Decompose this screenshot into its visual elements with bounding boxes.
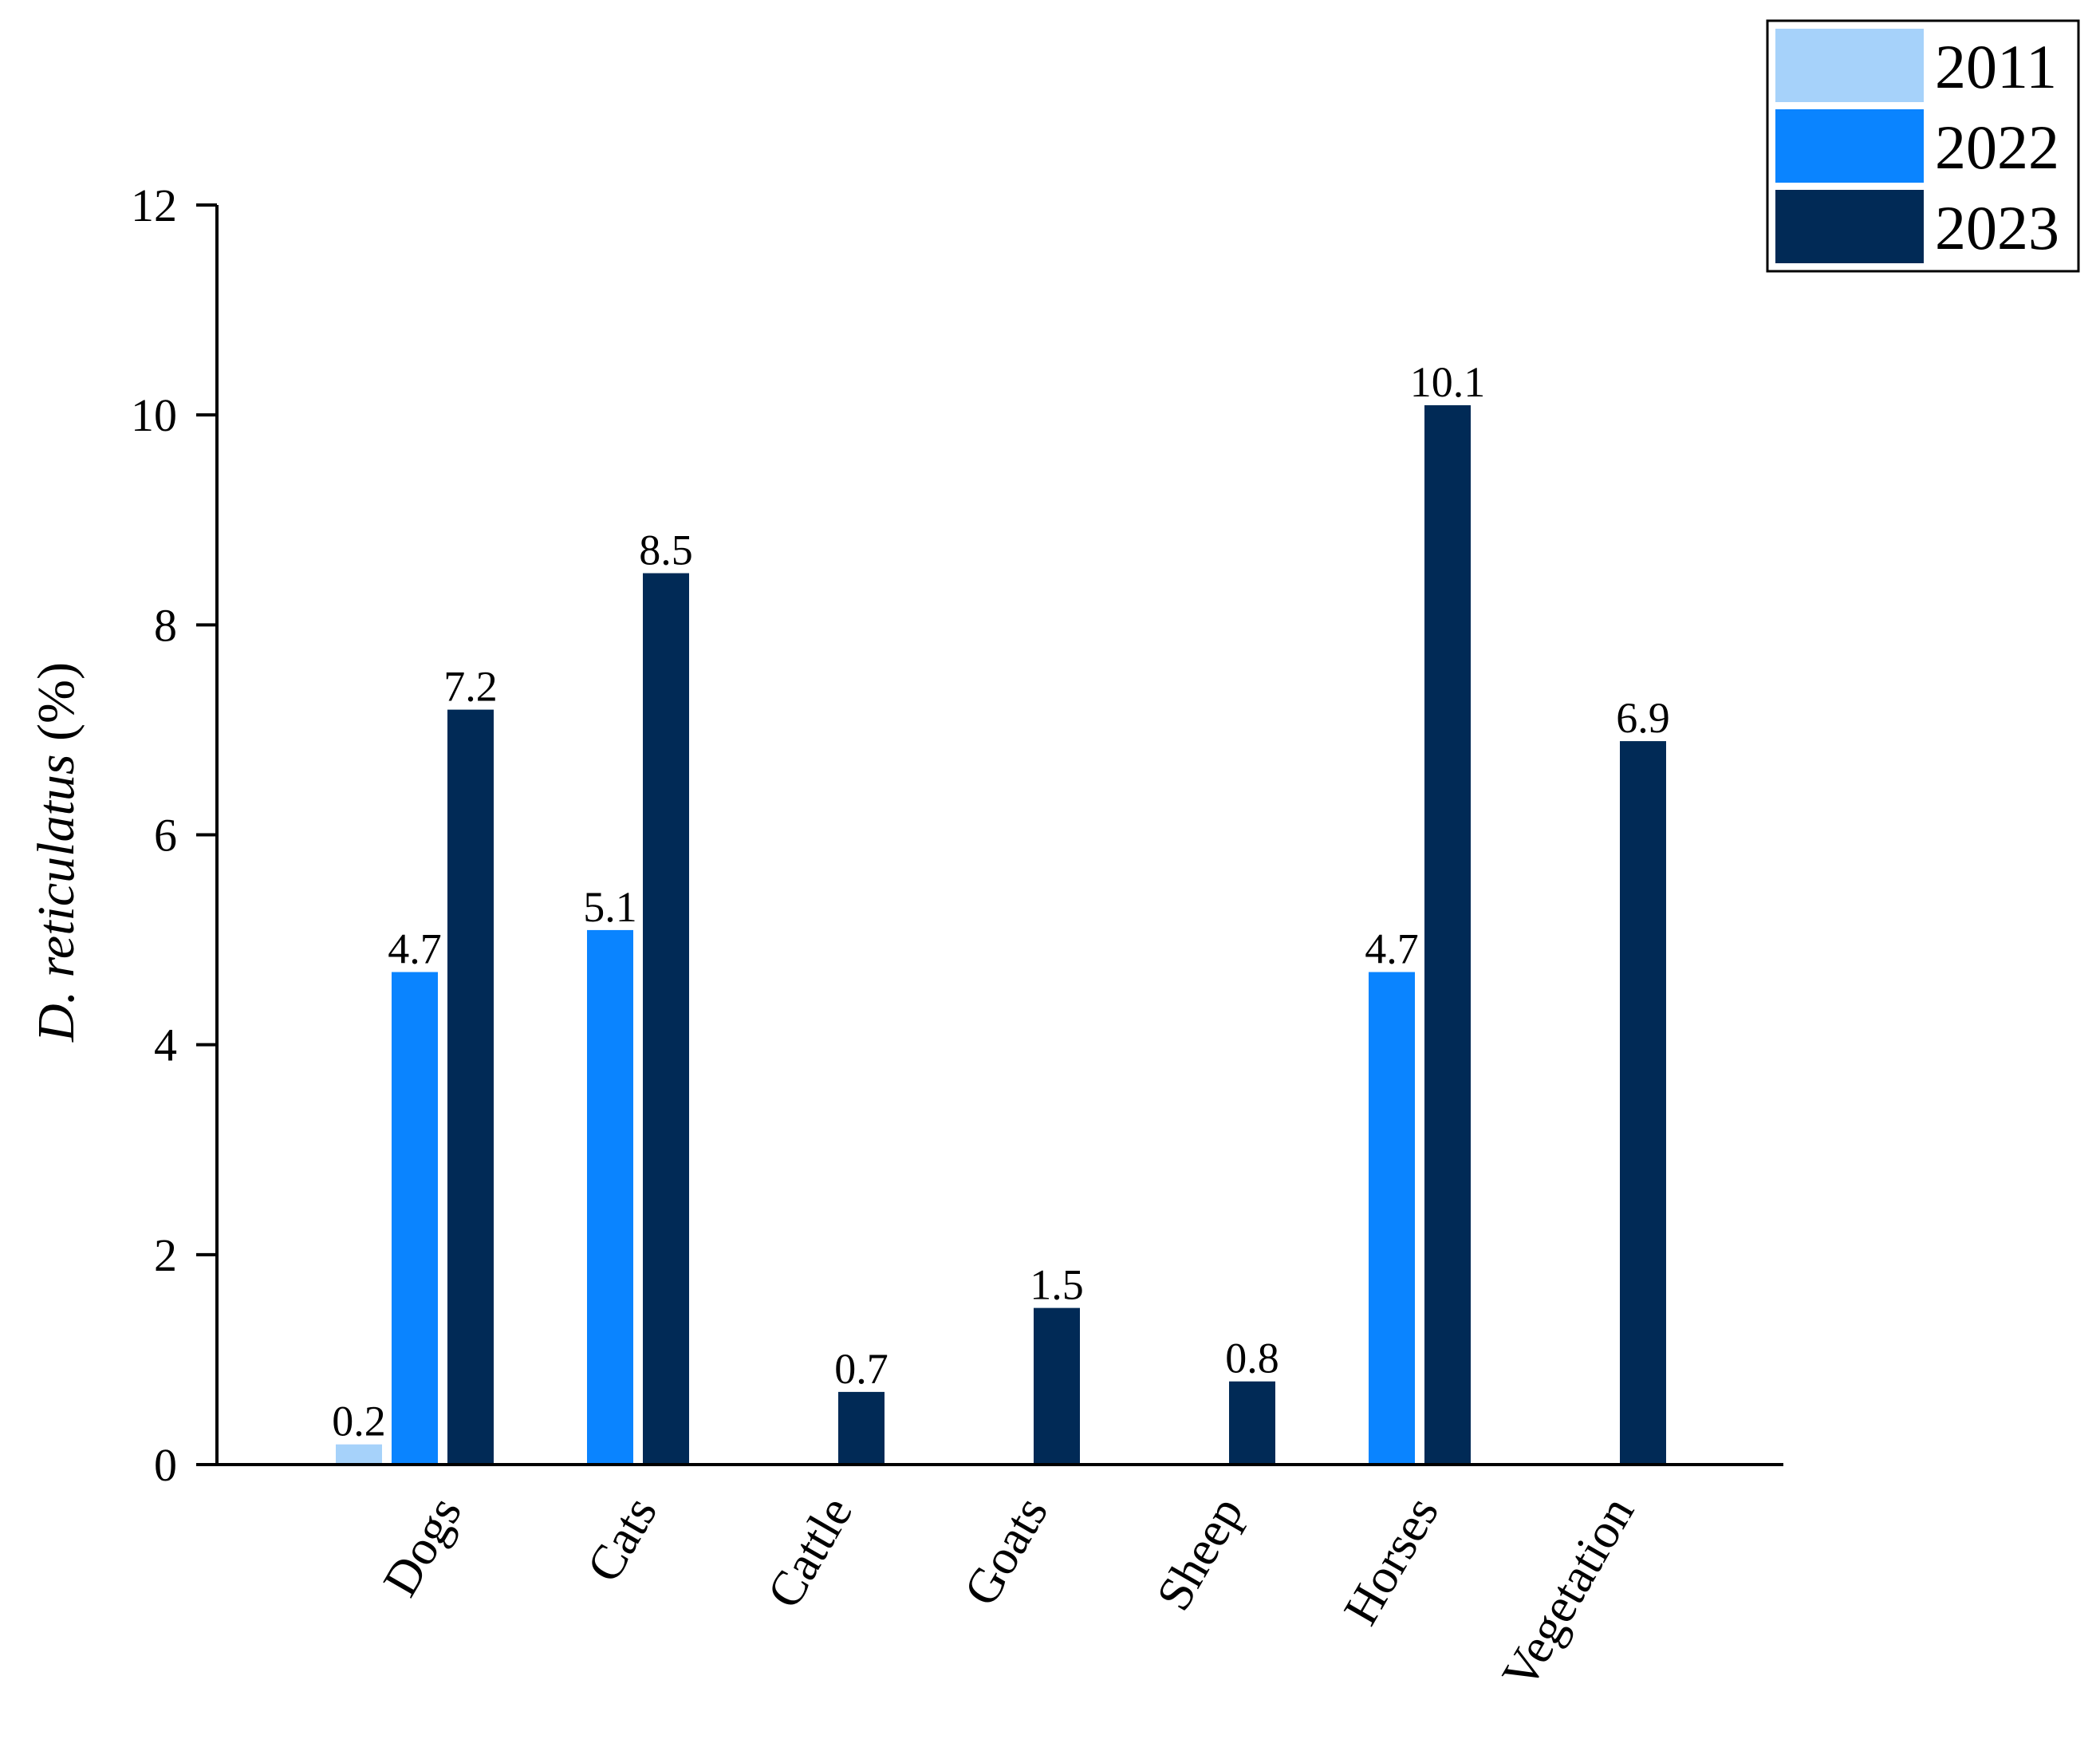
- legend-label-2022: 2022: [1935, 112, 2059, 182]
- data-label-dogs-2022: 4.7: [388, 925, 442, 973]
- bar-sheep-2023: [1227, 1379, 1277, 1465]
- legend-swatch-2011: [1775, 29, 1924, 102]
- data-label-cattle-2023: 0.7: [834, 1345, 888, 1393]
- x-tick-label-vegetation: Vegetation: [1492, 1488, 1645, 1698]
- y-tick-label-6: 6: [154, 810, 177, 862]
- x-tick-label-cats: Cats: [577, 1488, 668, 1591]
- axes-layer: 0 2 4 6 8 10 12 Dogs Cats Cattle Goats Sheep Horses V…: [131, 179, 1783, 1698]
- data-label-cats-2023: 8.5: [639, 526, 693, 574]
- data-label-cats-2022: 5.1: [583, 883, 637, 931]
- bar-cattle-2023: [837, 1390, 886, 1466]
- bar-goats-2023: [1032, 1306, 1082, 1465]
- data-label-vegetation-2023: 6.9: [1616, 694, 1670, 742]
- data-labels-layer: 0.2 4.7 5.1 4.7 7.2 8.5 0.7 1.5 0.8 10.1 6.9: [332, 358, 1670, 1445]
- legend-swatch-2022: [1775, 109, 1924, 183]
- y-tick-label-10: 10: [131, 389, 177, 441]
- data-label-dogs-2011: 0.2: [332, 1398, 386, 1445]
- y-tick-label-8: 8: [154, 599, 177, 651]
- bar-cats-2023: [641, 571, 691, 1466]
- y-tick-label-2: 2: [154, 1229, 177, 1281]
- bar-dogs-2022: [390, 970, 439, 1465]
- bars-layer: [334, 404, 1668, 1466]
- x-tick-label-dogs: Dogs: [373, 1488, 472, 1605]
- x-tick-label-cattle: Cattle: [757, 1488, 863, 1617]
- data-label-dogs-2023: 7.2: [443, 663, 498, 711]
- legend-label-2023: 2023: [1935, 193, 2059, 262]
- bar-dogs-2011: [334, 1442, 384, 1466]
- y-axis-label-italic: D. reticulatus: [27, 754, 85, 1043]
- data-label-goats-2023: 1.5: [1030, 1261, 1084, 1309]
- data-label-horses-2023: 10.1: [1410, 358, 1486, 406]
- x-tick-label-horses: Horses: [1334, 1488, 1449, 1634]
- data-label-sheep-2023: 0.8: [1225, 1335, 1279, 1382]
- x-tick-label-sheep: Sheep: [1146, 1488, 1254, 1619]
- y-axis-label-unit: (%): [27, 662, 85, 754]
- x-tick-label-goats: Goats: [954, 1488, 1058, 1615]
- y-tick-label-4: 4: [154, 1019, 177, 1071]
- bar-cats-2022: [585, 928, 635, 1466]
- data-label-horses-2022: 4.7: [1365, 925, 1419, 973]
- bar-horses-2022: [1367, 970, 1416, 1465]
- bar-dogs-2023: [446, 708, 495, 1465]
- legend-label-2011: 2011: [1935, 32, 2057, 101]
- legend-swatch-2023: [1775, 190, 1924, 263]
- y-tick-label-0: 0: [154, 1439, 177, 1491]
- bar-vegetation-2023: [1618, 739, 1668, 1465]
- legend: 2011 2022 2023: [1766, 19, 2080, 273]
- bar-horses-2023: [1423, 404, 1472, 1466]
- y-tick-label-12: 12: [131, 179, 177, 231]
- y-axis-label: D. reticulatus (%): [27, 662, 85, 1043]
